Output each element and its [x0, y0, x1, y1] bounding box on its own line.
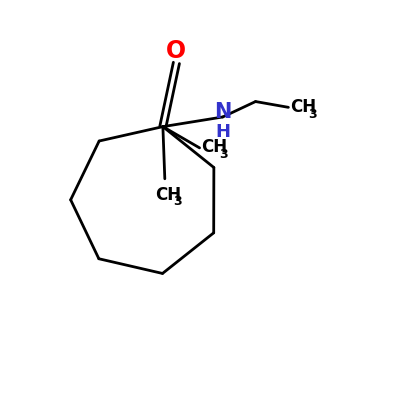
Text: 3: 3 — [308, 108, 317, 121]
Text: O: O — [166, 38, 186, 62]
Text: 3: 3 — [173, 196, 182, 208]
Text: CH: CH — [290, 98, 316, 116]
Text: N: N — [214, 102, 232, 122]
Text: H: H — [215, 123, 230, 141]
Text: 3: 3 — [219, 148, 228, 161]
Text: CH: CH — [201, 138, 227, 156]
Text: CH: CH — [155, 186, 181, 204]
